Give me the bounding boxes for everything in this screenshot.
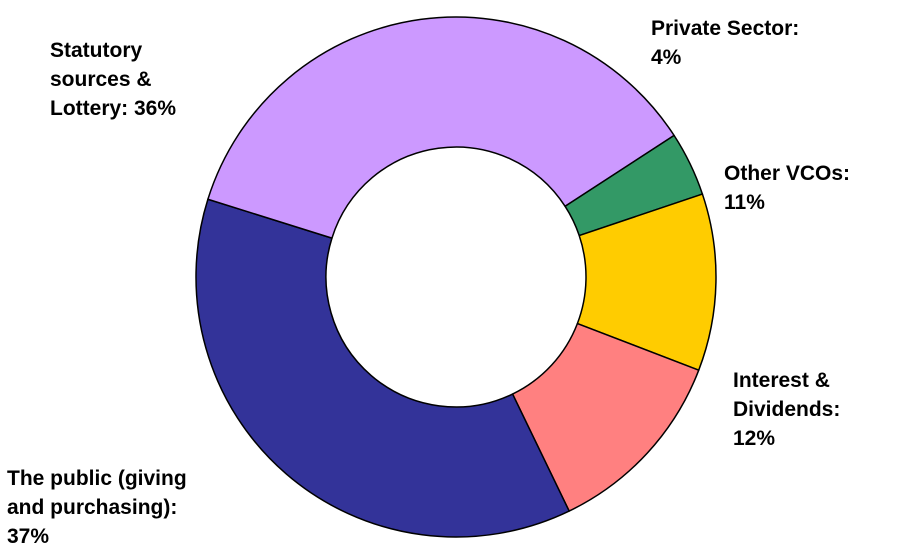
- slice-statutory-sources-lottery: [207, 16, 675, 239]
- label-interest-dividends: Interest & Dividends: 12%: [733, 369, 841, 450]
- slice-the-public-giving-and-purchasing: [195, 198, 570, 538]
- label-statutory-lottery: Statutory sources & Lottery: 36%: [50, 39, 177, 120]
- label-the-public: The public (giving and purchasing): 37%: [7, 467, 187, 548]
- label-other-vcos: Other VCOs: 11%: [724, 162, 851, 214]
- label-private-sector: Private Sector: 4%: [651, 17, 800, 69]
